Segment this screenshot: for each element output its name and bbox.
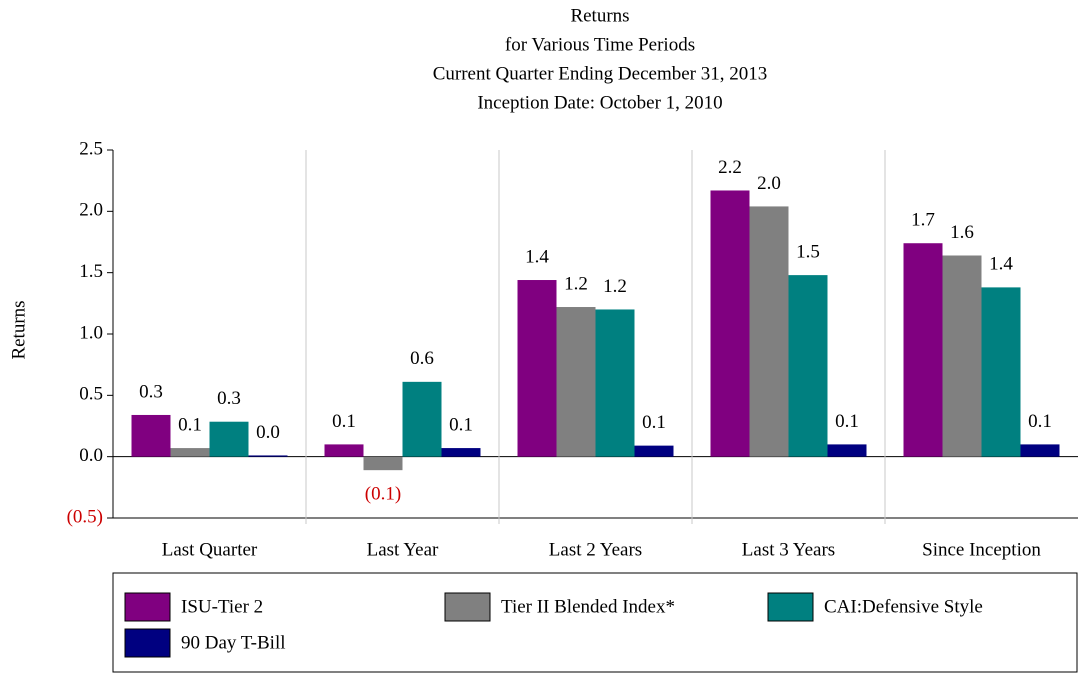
y-tick-label: 0.0	[79, 445, 103, 466]
y-tick-label: 1.5	[79, 261, 103, 282]
data-label: 1.7	[911, 210, 935, 231]
y-tick-label: 0.5	[79, 384, 103, 405]
bar	[363, 456, 403, 471]
x-tick-label: Last 3 Years	[742, 539, 835, 560]
bar	[827, 444, 867, 457]
x-tick-label: Last 2 Years	[549, 539, 642, 560]
chart-subtitle: Current Quarter Ending December 31, 2013	[433, 63, 768, 84]
legend-label: Tier II Blended Index*	[501, 596, 675, 617]
legend-swatch	[444, 592, 491, 622]
bar	[517, 280, 557, 457]
bar	[402, 381, 442, 457]
data-label: 0.1	[332, 411, 356, 432]
bar	[170, 448, 210, 457]
legend-swatch	[767, 592, 814, 622]
bar	[710, 190, 750, 457]
chart-subtitle: Inception Date: October 1, 2010	[477, 92, 722, 113]
data-label: 1.4	[525, 246, 549, 267]
y-axis-label: Returns	[8, 300, 29, 359]
x-tick-label: Last Quarter	[162, 539, 258, 560]
legend-label: 90 Day T-Bill	[181, 632, 286, 653]
y-tick-label: 2.5	[79, 138, 103, 159]
data-label: 1.2	[564, 273, 588, 294]
legend-swatch	[124, 592, 171, 622]
y-tick-label: 1.0	[79, 322, 103, 343]
legend-box	[112, 572, 1078, 673]
data-label: 0.0	[256, 422, 280, 443]
bar	[942, 255, 982, 457]
data-label: 1.5	[796, 241, 820, 262]
data-label: 1.2	[603, 276, 627, 297]
bar	[131, 414, 171, 457]
bar	[441, 448, 481, 457]
y-tick-label: (0.5)	[67, 506, 103, 527]
bar	[209, 421, 249, 457]
bar	[324, 444, 364, 457]
bar	[903, 243, 943, 457]
bar	[749, 206, 789, 457]
bar	[634, 445, 674, 457]
chart-subtitle: for Various Time Periods	[505, 34, 695, 55]
data-label: 0.1	[449, 414, 473, 435]
bar	[595, 309, 635, 457]
legend-label: ISU-Tier 2	[181, 596, 263, 617]
x-tick-label: Last Year	[367, 539, 439, 560]
data-label: 2.2	[718, 157, 742, 178]
data-label: 1.4	[989, 254, 1013, 275]
data-label: 0.1	[642, 412, 666, 433]
bar	[981, 287, 1021, 457]
data-label: 0.1	[1028, 411, 1052, 432]
bar	[788, 275, 828, 457]
legend-swatch	[124, 628, 171, 658]
x-tick-label: Since Inception	[922, 539, 1041, 560]
y-tick-label: 2.0	[79, 200, 103, 221]
legend-label: CAI:Defensive Style	[824, 596, 983, 617]
data-label: 0.6	[410, 348, 434, 369]
bar	[248, 455, 288, 457]
data-label: 1.6	[950, 222, 974, 243]
data-label: 2.0	[757, 173, 781, 194]
data-label: 0.3	[139, 381, 163, 402]
data-label: 0.3	[217, 388, 241, 409]
bar	[1020, 444, 1060, 457]
data-label: 0.1	[178, 414, 202, 435]
chart-title: Returns	[570, 5, 629, 26]
bar	[556, 307, 596, 457]
data-label: 0.1	[835, 411, 859, 432]
data-label: (0.1)	[365, 484, 401, 505]
